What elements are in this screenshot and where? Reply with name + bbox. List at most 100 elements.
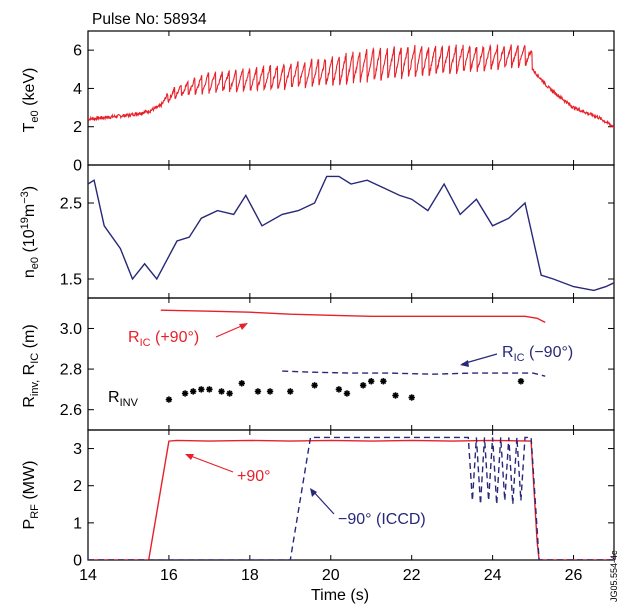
arrow-plus90 <box>187 454 234 473</box>
legend-ric-minus90-main: R <box>502 344 514 361</box>
rinv-point <box>218 388 225 395</box>
ytick-label: 4 <box>73 81 82 98</box>
rinv-point <box>517 378 525 385</box>
rinv-point <box>287 388 294 395</box>
ytick-label: 3.0 <box>60 321 82 338</box>
ytick-label: 2.6 <box>60 402 82 419</box>
ylabel-te0-main: T <box>21 122 38 132</box>
rinv-point-stroke <box>190 388 197 395</box>
label-plus90: +90° <box>237 468 271 485</box>
rinv-point-stroke <box>267 388 273 395</box>
ylabel-ne0-exp2: −3 <box>19 191 31 204</box>
te0-series-line <box>88 43 614 129</box>
ylabel-prf: PRF (MW) <box>21 461 41 530</box>
ytick-label: 2 <box>73 119 82 136</box>
rinv-point <box>359 382 367 389</box>
arrowhead-minus90 <box>310 488 317 497</box>
rinv-point <box>266 388 274 395</box>
side-note: JG05.554-4c <box>609 550 619 602</box>
rinv-point-stroke <box>182 390 188 397</box>
ylabel-ne0-tail: m <box>21 204 38 217</box>
legend-ric-plus90-sub: IC <box>140 337 151 349</box>
rinv-point-stroke <box>311 382 318 389</box>
rinv-point <box>311 382 318 389</box>
ylabel-prf-main: P <box>21 519 38 530</box>
ylabel-rinv-unit: (m) <box>21 324 38 352</box>
rinv-point-stroke <box>336 386 342 393</box>
rinv-point <box>254 388 262 395</box>
ylabel-rinv-sub2: IC <box>29 353 41 364</box>
rinv-point <box>206 386 213 393</box>
label-rinv-sub: INV <box>120 397 139 409</box>
ylabel-te0-sub: e0 <box>29 110 41 122</box>
rinv-point-stroke <box>238 380 245 387</box>
ylabel-ne0: ne0 (1019m−3) <box>19 186 41 278</box>
legend-ric-plus90-main: R <box>128 329 140 346</box>
label-rinv-main: R <box>108 389 120 406</box>
arrowhead-ric-plus90 <box>239 323 248 330</box>
ytick-label: 2.8 <box>60 362 82 379</box>
rinv-point <box>335 386 343 393</box>
ylabel-ne0-unit: (10 <box>21 229 38 257</box>
rinv-point-stroke <box>287 388 294 395</box>
rinv-point-stroke <box>218 388 225 395</box>
ylabel-rinv: Rinv, RIC (m) <box>21 324 41 407</box>
rinv-point-stroke <box>518 378 524 385</box>
rinv-point-stroke <box>166 396 172 403</box>
ylabel-rinv-main: R <box>21 396 38 408</box>
ylabel-ne0-close: ) <box>21 186 38 191</box>
rinv-point-stroke <box>255 388 261 395</box>
ne0-series-line <box>88 175 614 292</box>
arrow-minus90 <box>311 489 335 515</box>
ylabel-rinv-sub: inv, <box>29 380 41 396</box>
rinv-point <box>165 396 173 403</box>
rinv-point <box>408 394 415 401</box>
xtick-label: 16 <box>160 567 178 584</box>
rinv-point-stroke <box>344 390 350 397</box>
ytick-label: 1 <box>73 515 82 532</box>
rinv-point <box>380 378 387 385</box>
panel-te0-frame <box>87 30 615 166</box>
rinv-point-stroke <box>360 382 366 389</box>
xtick-label: 26 <box>565 567 583 584</box>
ylabel-ne0-exp: 19 <box>19 217 31 229</box>
legend-ric-minus90-sub: IC <box>514 352 525 364</box>
rinv-point <box>343 390 351 397</box>
rinv-point <box>238 380 245 387</box>
arrowhead-ric-minus90 <box>460 360 469 367</box>
ytick-label: 6 <box>73 43 82 60</box>
ylabel-rinv-main2: R <box>21 364 38 380</box>
data-layer <box>88 43 614 560</box>
xlabel: Time (s) <box>311 587 369 604</box>
label-minus90-iccd: −90° (ICCD) <box>338 511 426 528</box>
xtick-label: 20 <box>322 567 340 584</box>
legend-ric-plus90: RIC (+90°) <box>128 329 199 349</box>
xtick-label: 18 <box>241 567 259 584</box>
panel-prf-frame <box>87 429 615 561</box>
ytick-label: 0 <box>73 158 82 175</box>
legend-ric-plus90-tail: (+90°) <box>151 329 200 346</box>
rinv-point-stroke <box>380 378 387 385</box>
ytick-label: 0 <box>73 553 82 570</box>
ylabel-ne0-main: n <box>21 269 38 278</box>
rinv-point-stroke <box>206 386 213 393</box>
rinv-point <box>181 390 189 397</box>
xtick-label: 24 <box>484 567 502 584</box>
ytick-label: 2.5 <box>60 196 82 213</box>
ylabel-prf-sub: RF <box>29 504 41 519</box>
legend-ric-minus90-tail: (−90°) <box>525 344 574 361</box>
ric-plus90-line <box>160 309 546 324</box>
ric-minus90-line <box>282 370 546 377</box>
rinv-point <box>226 390 233 397</box>
ytick-label: 3 <box>73 441 82 458</box>
panel-ne0-frame <box>87 164 615 299</box>
xtick-label: 14 <box>79 567 97 584</box>
xtick-label: 22 <box>403 567 421 584</box>
rinv-point-stroke <box>392 392 399 399</box>
ylabel-te0: Te0 (keV) <box>21 68 41 133</box>
legend-ric-minus90: RIC (−90°) <box>502 344 573 364</box>
arrowhead-plus90 <box>185 454 194 460</box>
rinv-point-stroke <box>198 386 205 393</box>
